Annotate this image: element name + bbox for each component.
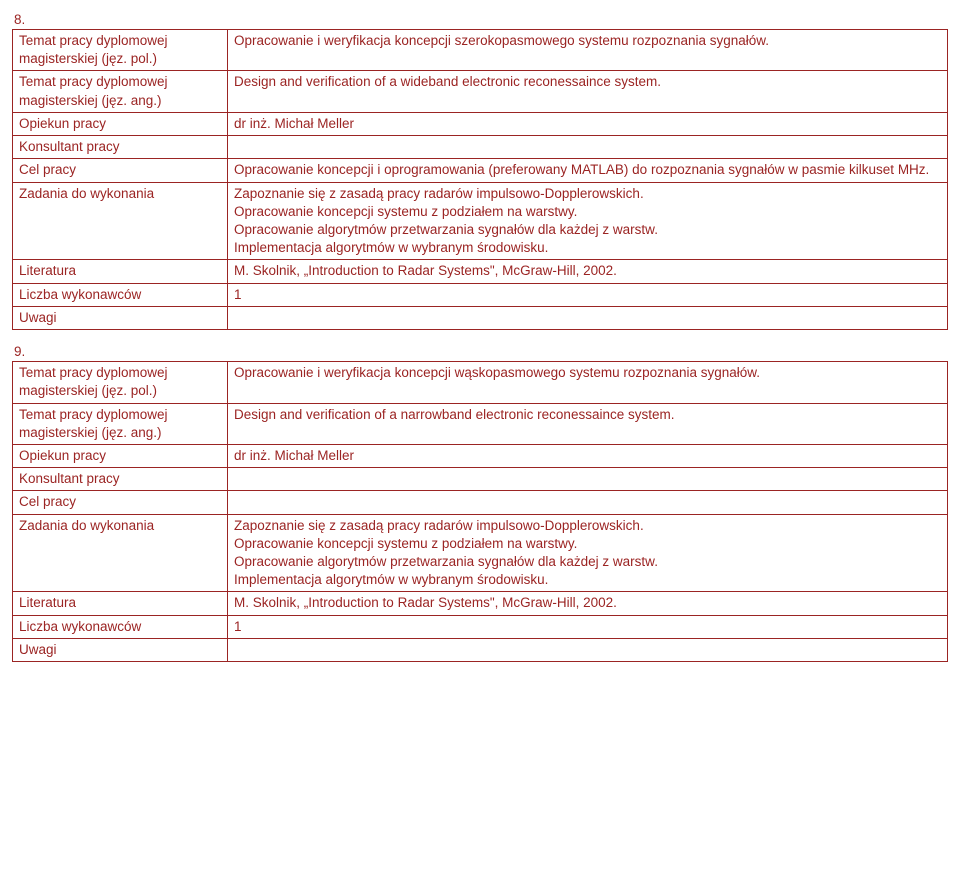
- row-value: 1: [228, 283, 948, 306]
- table-row: Temat pracy dyplomowej magisterskiej (ję…: [13, 30, 948, 71]
- table-row: Konsultant pracy: [13, 468, 948, 491]
- row-label: Uwagi: [13, 638, 228, 661]
- row-value: [228, 136, 948, 159]
- row-value: [228, 491, 948, 514]
- row-label: Cel pracy: [13, 159, 228, 182]
- row-label: Zadania do wykonania: [13, 182, 228, 260]
- row-label: Konsultant pracy: [13, 136, 228, 159]
- row-value: Opracowanie i weryfikacja koncepcji wąsk…: [228, 362, 948, 403]
- row-value: M. Skolnik, „Introduction to Radar Syste…: [228, 592, 948, 615]
- row-value: dr inż. Michał Meller: [228, 112, 948, 135]
- table-row: Literatura M. Skolnik, „Introduction to …: [13, 260, 948, 283]
- thesis-table-9: Temat pracy dyplomowej magisterskiej (ję…: [12, 361, 948, 662]
- table-row: Temat pracy dyplomowej magisterskiej (ję…: [13, 362, 948, 403]
- row-label: Opiekun pracy: [13, 112, 228, 135]
- table-row: Temat pracy dyplomowej magisterskiej (ję…: [13, 403, 948, 444]
- table-row: Uwagi: [13, 638, 948, 661]
- row-label: Liczba wykonawców: [13, 615, 228, 638]
- row-label: Cel pracy: [13, 491, 228, 514]
- row-label: Temat pracy dyplomowej magisterskiej (ję…: [13, 362, 228, 403]
- row-value: [228, 306, 948, 329]
- row-value: [228, 638, 948, 661]
- table-row: Zadania do wykonania Zapoznanie się z za…: [13, 514, 948, 592]
- table-row: Literatura M. Skolnik, „Introduction to …: [13, 592, 948, 615]
- section-number-9: 9.: [14, 344, 948, 359]
- row-value: Opracowanie koncepcji i oprogramowania (…: [228, 159, 948, 182]
- table-row: Zadania do wykonania Zapoznanie się z za…: [13, 182, 948, 260]
- row-label: Temat pracy dyplomowej magisterskiej (ję…: [13, 403, 228, 444]
- row-label: Temat pracy dyplomowej magisterskiej (ję…: [13, 71, 228, 112]
- thesis-table-8: Temat pracy dyplomowej magisterskiej (ję…: [12, 29, 948, 330]
- table-row: Liczba wykonawców 1: [13, 283, 948, 306]
- row-label: Konsultant pracy: [13, 468, 228, 491]
- row-value: 1: [228, 615, 948, 638]
- table-row: Temat pracy dyplomowej magisterskiej (ję…: [13, 71, 948, 112]
- row-label: Liczba wykonawców: [13, 283, 228, 306]
- row-value: Zapoznanie się z zasadą pracy radarów im…: [228, 182, 948, 260]
- row-value: Opracowanie i weryfikacja koncepcji szer…: [228, 30, 948, 71]
- row-label: Opiekun pracy: [13, 444, 228, 467]
- table-row: Konsultant pracy: [13, 136, 948, 159]
- row-label: Zadania do wykonania: [13, 514, 228, 592]
- table-row: Cel pracy: [13, 491, 948, 514]
- table-row: Uwagi: [13, 306, 948, 329]
- row-value: Zapoznanie się z zasadą pracy radarów im…: [228, 514, 948, 592]
- table-row: Liczba wykonawców 1: [13, 615, 948, 638]
- table-row: Cel pracy Opracowanie koncepcji i oprogr…: [13, 159, 948, 182]
- row-value: M. Skolnik, „Introduction to Radar Syste…: [228, 260, 948, 283]
- section-number-8: 8.: [14, 12, 948, 27]
- row-label: Literatura: [13, 260, 228, 283]
- row-label: Temat pracy dyplomowej magisterskiej (ję…: [13, 30, 228, 71]
- table-row: Opiekun pracy dr inż. Michał Meller: [13, 444, 948, 467]
- row-label: Literatura: [13, 592, 228, 615]
- row-value: Design and verification of a wideband el…: [228, 71, 948, 112]
- table-row: Opiekun pracy dr inż. Michał Meller: [13, 112, 948, 135]
- row-label: Uwagi: [13, 306, 228, 329]
- row-value: dr inż. Michał Meller: [228, 444, 948, 467]
- row-value: Design and verification of a narrowband …: [228, 403, 948, 444]
- row-value: [228, 468, 948, 491]
